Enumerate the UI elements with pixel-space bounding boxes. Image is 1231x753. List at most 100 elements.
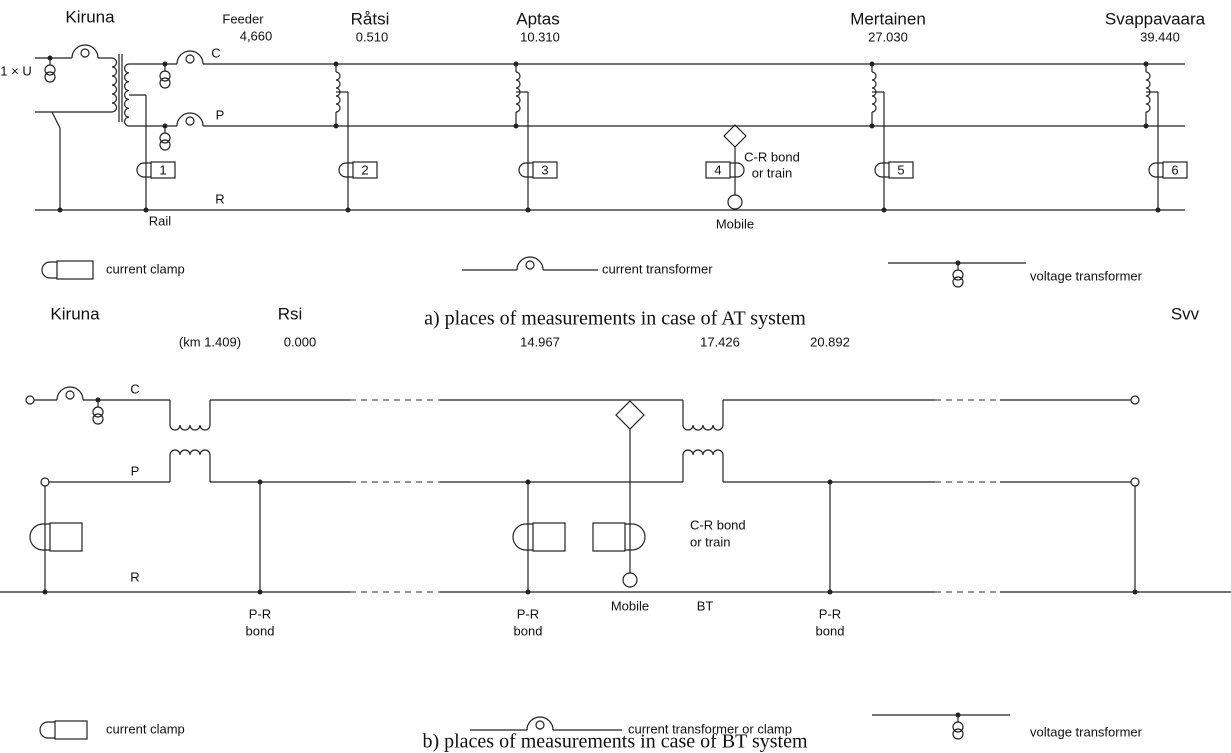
junction xyxy=(257,479,263,485)
label: Mobile xyxy=(611,598,649,613)
label: voltage transformer xyxy=(1030,268,1143,283)
junction xyxy=(827,479,833,485)
vt-coil xyxy=(952,728,964,740)
label: current transformer xyxy=(602,261,713,276)
winding xyxy=(169,424,211,431)
vt-coil xyxy=(952,276,964,288)
clamp-jaw xyxy=(730,162,745,178)
label: 1 xyxy=(159,162,166,177)
ct-arc xyxy=(176,50,204,65)
label: current clamp xyxy=(106,261,185,276)
junction xyxy=(827,589,833,595)
label: Aptas xyxy=(516,9,559,28)
junction xyxy=(525,479,531,485)
junction xyxy=(333,123,339,129)
label: a) places of measurements in case of AT … xyxy=(424,308,806,330)
clamp-body xyxy=(592,522,626,552)
clamp-jaw xyxy=(39,721,55,739)
label: 6 xyxy=(1171,162,1178,177)
label: Svv xyxy=(1171,304,1200,323)
label: 5 xyxy=(897,162,904,177)
vt-coil xyxy=(159,77,171,89)
label: Råtsi xyxy=(351,9,390,28)
junction xyxy=(1143,61,1149,67)
label: 4 xyxy=(714,162,721,177)
label: 14.967 xyxy=(520,334,560,349)
label: 0.000 xyxy=(284,334,317,349)
label: 1 × U xyxy=(0,63,31,78)
label: 39.440 xyxy=(1140,29,1180,44)
winding xyxy=(111,57,118,113)
junction xyxy=(1143,123,1149,129)
clamp-jaw xyxy=(874,162,889,178)
clamp-jaw xyxy=(338,162,353,178)
clamp-jaw xyxy=(512,523,533,551)
label: P xyxy=(216,107,225,122)
vt-coil xyxy=(159,70,171,82)
label: current clamp xyxy=(106,721,185,736)
label: Svappavaara xyxy=(1105,9,1206,28)
label: Rail xyxy=(149,213,172,228)
clamp-jaw xyxy=(625,523,646,551)
label: P xyxy=(131,463,140,478)
label: bond xyxy=(816,623,845,638)
label: 27.030 xyxy=(868,29,908,44)
clamp-body xyxy=(54,720,88,740)
junction xyxy=(1132,589,1138,595)
label: or train xyxy=(752,165,792,180)
junction xyxy=(525,207,531,213)
clamp-body xyxy=(56,260,94,280)
clamp-body xyxy=(352,161,378,179)
vt-coil xyxy=(159,139,171,151)
label: 2 xyxy=(361,162,368,177)
junction xyxy=(257,589,263,595)
label: P-R xyxy=(249,606,271,621)
terminal xyxy=(1130,395,1140,405)
vt-coil xyxy=(92,406,104,418)
label: P-R xyxy=(819,606,841,621)
ct-core xyxy=(65,390,75,400)
label: C xyxy=(211,45,220,60)
label: R xyxy=(215,191,224,206)
junction xyxy=(881,207,887,213)
label: Rsi xyxy=(278,304,303,323)
label: 0.510 xyxy=(356,29,389,44)
clamp-jaw xyxy=(1148,162,1163,178)
ct-core xyxy=(80,48,90,58)
label: 4,660 xyxy=(240,28,273,43)
label: voltage transformer xyxy=(1030,724,1143,739)
vt-coil xyxy=(44,71,56,83)
terminal xyxy=(1130,477,1140,487)
label: BT xyxy=(697,598,714,613)
junction xyxy=(345,207,351,213)
label: or train xyxy=(690,534,730,549)
ct-arc xyxy=(71,44,99,59)
clamp-jaw xyxy=(518,162,533,178)
junction xyxy=(525,589,531,595)
junction xyxy=(333,61,339,67)
junction xyxy=(513,61,519,67)
label: Kiruna xyxy=(65,7,115,26)
label: bond xyxy=(246,623,275,638)
mobile-probe xyxy=(723,124,747,148)
label: bond xyxy=(514,623,543,638)
label: 17.426 xyxy=(700,334,740,349)
label: R xyxy=(130,569,139,584)
vt-coil xyxy=(952,269,964,281)
label: 10.310 xyxy=(520,29,560,44)
ct-arc xyxy=(176,112,204,127)
winding xyxy=(123,63,130,127)
label: b) places of measurements in case of BT … xyxy=(422,731,808,753)
label: current transformer or clamp xyxy=(628,721,792,736)
label: (km 1.409) xyxy=(179,334,241,349)
junction xyxy=(57,207,63,213)
mobile-contact xyxy=(622,572,638,588)
vt-coil xyxy=(44,64,56,76)
clamp-body xyxy=(532,522,566,552)
terminal xyxy=(25,395,35,405)
label: 3 xyxy=(541,162,548,177)
ct-core xyxy=(185,54,195,64)
label: Kiruna xyxy=(50,304,100,323)
mobile-contact xyxy=(727,194,743,210)
